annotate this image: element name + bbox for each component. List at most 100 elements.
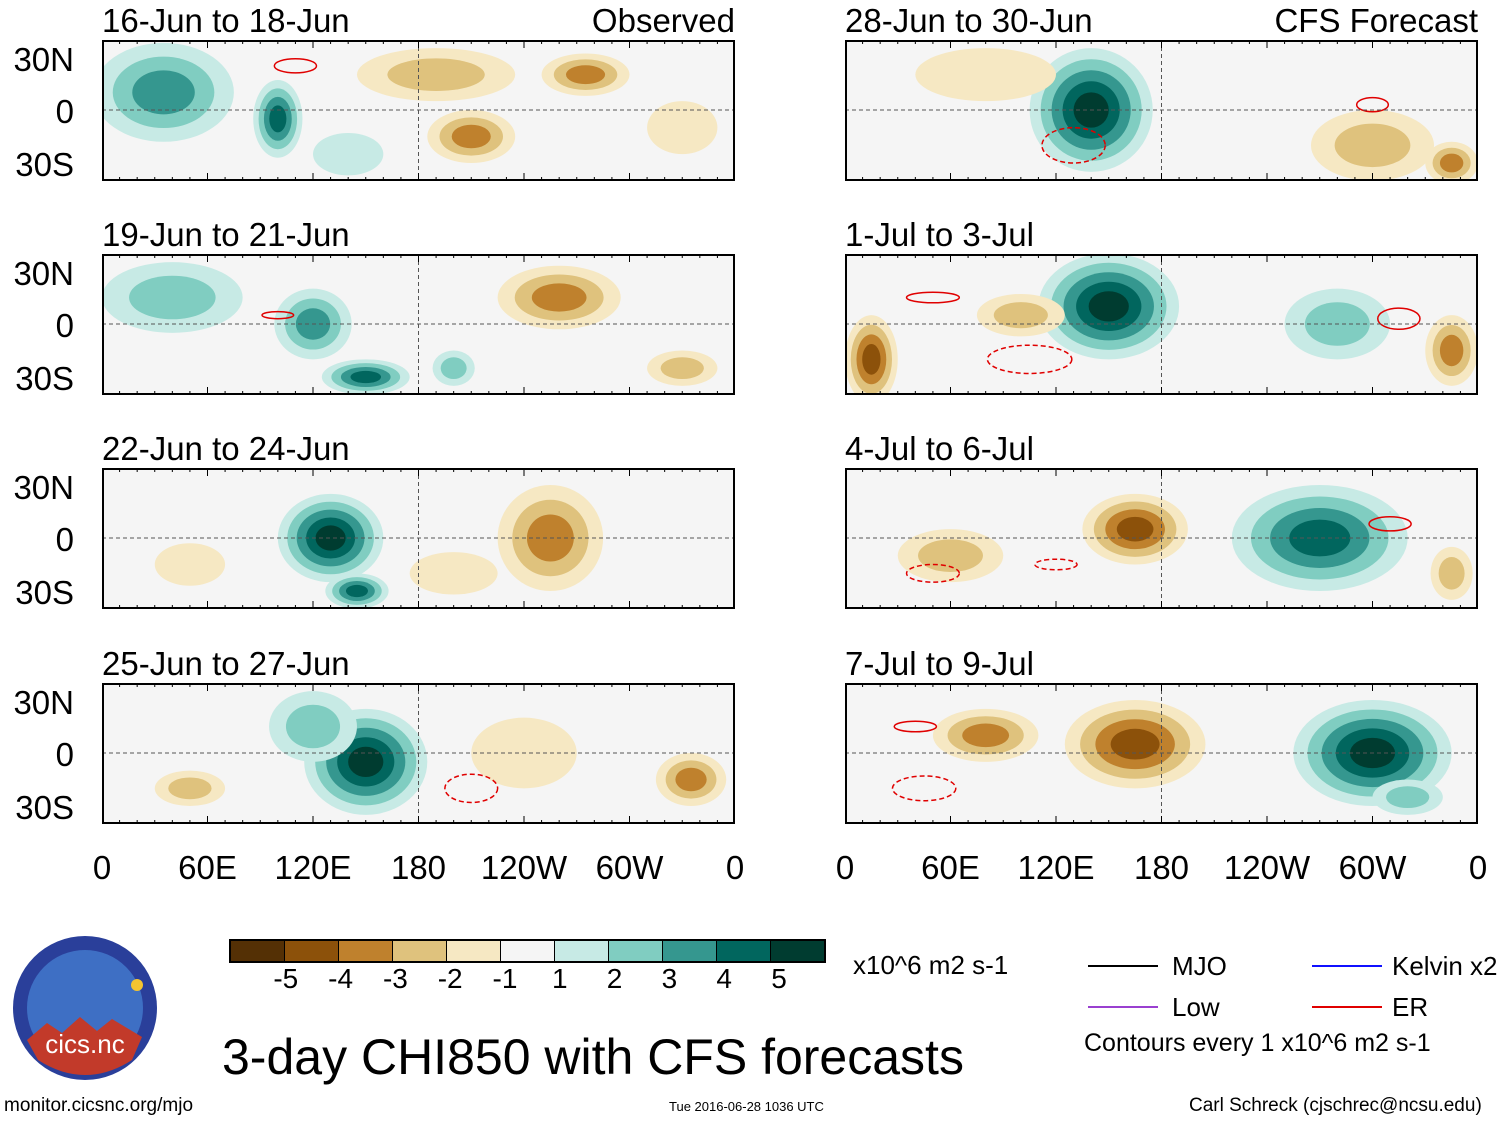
er-contour xyxy=(1368,516,1412,532)
lon-label: 120W xyxy=(1223,849,1311,886)
legend-kelvin: Kelvin x2 xyxy=(1392,951,1498,981)
er-contour xyxy=(986,344,1073,375)
colorbar-swatch xyxy=(393,941,447,961)
lat-label: 0 xyxy=(55,307,74,344)
anomaly-contour-fill xyxy=(1438,557,1465,590)
anomaly-map xyxy=(102,683,735,824)
panel-title: 22-Jun to 24-Jun xyxy=(102,430,350,467)
er-contour xyxy=(905,291,961,304)
anomaly-contour-fill xyxy=(451,124,491,149)
anomaly-contour-fill xyxy=(348,746,384,777)
anomaly-contour-fill xyxy=(660,357,704,380)
anomaly-contour-fill xyxy=(1334,123,1411,168)
anomaly-map xyxy=(102,468,735,609)
lat-label: 0 xyxy=(55,93,74,130)
panel-title: 4-Jul to 6-Jul xyxy=(845,430,1034,467)
panel-title: 16-Jun to 18-Jun xyxy=(102,2,350,39)
lat-label: 30S xyxy=(15,360,74,397)
anomaly-contour-fill xyxy=(345,584,368,598)
er-contour xyxy=(1355,96,1390,113)
anomaly-contour-fill xyxy=(129,275,216,320)
lon-label: 0 xyxy=(725,849,745,886)
er-contour xyxy=(891,775,957,802)
er-contour xyxy=(273,58,318,74)
mjo-line xyxy=(1088,965,1158,967)
colorbar-label: 4 xyxy=(716,963,732,994)
colorbar-swatch xyxy=(231,941,285,961)
lon-label: 120E xyxy=(274,849,352,886)
anomaly-contour-fill xyxy=(566,65,606,85)
lat-label: 0 xyxy=(55,521,74,558)
anomaly-contour-fill xyxy=(862,343,881,375)
anomaly-contour-fill xyxy=(675,767,707,792)
anomaly-contour-fill xyxy=(285,704,341,749)
legend-mjo: MJO xyxy=(1172,951,1227,981)
lon-label: 180 xyxy=(1133,849,1190,886)
er-contour xyxy=(1377,307,1421,331)
anomaly-contour-fill xyxy=(409,552,498,595)
anomaly-contour-fill xyxy=(993,302,1048,329)
anomaly-contour-fill xyxy=(1088,291,1129,322)
svg-text:cics.nc: cics.nc xyxy=(45,1029,124,1059)
footer-author: Carl Schreck (cjschrec@ncsu.edu) xyxy=(1189,1095,1482,1116)
lon-label: 0 xyxy=(835,849,855,886)
anomaly-map xyxy=(102,254,735,395)
anomaly-contour-fill xyxy=(1386,786,1430,809)
colorbar-swatch xyxy=(555,941,609,961)
lon-label: 60W xyxy=(1338,849,1407,886)
lat-label: 30N xyxy=(13,684,74,721)
panel-title: 1-Jul to 3-Jul xyxy=(845,216,1034,253)
colorbar-label: -4 xyxy=(328,963,354,994)
anomaly-map xyxy=(845,254,1478,395)
er-contour xyxy=(444,773,499,804)
lat-label: 30S xyxy=(15,789,74,826)
er-contour xyxy=(893,720,938,733)
er-contour xyxy=(905,563,961,583)
lon-label: 60E xyxy=(921,849,980,886)
colorbar-label: 3 xyxy=(661,963,678,994)
figure-title: 3-day CHI850 with CFS forecasts xyxy=(222,1029,964,1085)
colorbar-label: -3 xyxy=(382,963,408,994)
anomaly-contour-fill xyxy=(350,370,382,384)
colorbar-swatch xyxy=(771,941,824,961)
anomaly-contour-fill xyxy=(1439,153,1464,173)
anomaly-contour-fill xyxy=(440,357,467,380)
anomaly-map xyxy=(845,40,1478,181)
colorbar-swatch xyxy=(339,941,393,961)
kelvin-line xyxy=(1312,965,1382,967)
anomaly-contour-fill xyxy=(1439,334,1464,367)
lon-label: 0 xyxy=(1468,849,1488,886)
panel-header: Observed xyxy=(591,2,735,39)
anomaly-contour-fill xyxy=(387,58,485,91)
lat-label: 0 xyxy=(55,736,74,773)
lat-label: 30S xyxy=(15,574,74,611)
anomaly-contour-fill xyxy=(168,777,212,800)
colorbar-swatch xyxy=(609,941,663,961)
panel-title: 7-Jul to 9-Jul xyxy=(845,645,1034,682)
legend-low: Low xyxy=(1172,992,1220,1022)
colorbar-label: -1 xyxy=(492,963,518,994)
lon-label: 120W xyxy=(480,849,568,886)
colorbar-swatch xyxy=(447,941,501,961)
anomaly-map xyxy=(102,40,735,181)
lat-label: 30S xyxy=(15,146,74,183)
lon-label: 60W xyxy=(595,849,664,886)
anomaly-contour-fill xyxy=(962,723,1010,748)
low-line xyxy=(1088,1006,1158,1008)
anomaly-contour-fill xyxy=(647,101,718,155)
colorbar-label: 1 xyxy=(552,963,568,994)
lat-label: 30N xyxy=(13,41,74,78)
lon-label: 0 xyxy=(92,849,112,886)
colorbar-swatch xyxy=(663,941,717,961)
contour-note: Contours every 1 x10^6 m2 s-1 xyxy=(1084,1029,1431,1057)
er-contour xyxy=(1034,558,1078,571)
anomaly-contour-fill xyxy=(313,132,384,176)
colorbar-swatch xyxy=(717,941,771,961)
lon-label: 120E xyxy=(1017,849,1095,886)
panel-header: CFS Forecast xyxy=(1274,2,1478,39)
anomaly-contour-fill xyxy=(1116,516,1154,542)
anomaly-contour-fill xyxy=(154,543,226,586)
colorbar-swatch xyxy=(501,941,555,961)
anomaly-contour-fill xyxy=(531,283,587,312)
footer-url[interactable]: monitor.cicsnc.org/mjo xyxy=(4,1095,194,1116)
